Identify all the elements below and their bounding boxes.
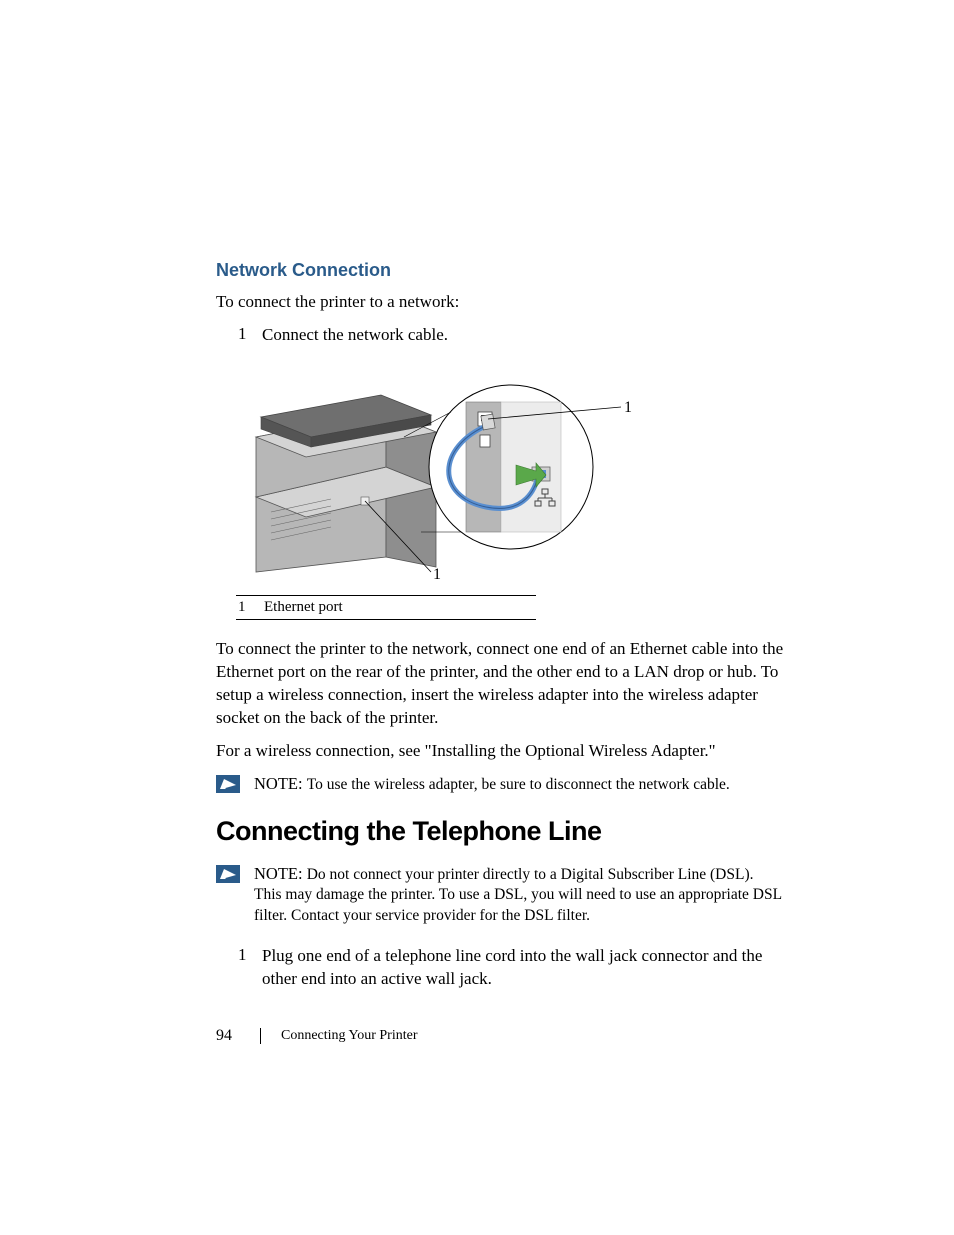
footer-separator bbox=[260, 1028, 261, 1044]
callout-near-label: 1 bbox=[433, 566, 441, 583]
telephone-step-1: 1 Plug one end of a telephone line cord … bbox=[216, 945, 784, 991]
printer-figure: 1 1 1 Ethernet port bbox=[236, 357, 784, 620]
printer-diagram-svg: 1 1 bbox=[236, 357, 636, 587]
network-paragraph-2: To connect the printer to the network, c… bbox=[216, 638, 784, 730]
network-connection-heading: Network Connection bbox=[216, 260, 784, 281]
step-text: Connect the network cable. bbox=[262, 324, 448, 347]
note-2: NOTE: Do not connect your printer direct… bbox=[216, 863, 784, 928]
note-icon bbox=[216, 865, 244, 888]
step-number: 1 bbox=[238, 945, 262, 991]
page-footer: 94 Connecting Your Printer bbox=[216, 1027, 418, 1045]
step-text: Plug one end of a telephone line cord in… bbox=[262, 945, 784, 991]
step-number: 1 bbox=[238, 324, 262, 347]
callout-far-label: 1 bbox=[624, 399, 632, 416]
network-paragraph-3: For a wireless connection, see "Installi… bbox=[216, 740, 784, 763]
footer-chapter: Connecting Your Printer bbox=[281, 1028, 418, 1044]
step-1: 1 Connect the network cable. bbox=[216, 324, 784, 347]
legend-text: Ethernet port bbox=[262, 595, 536, 619]
page-number: 94 bbox=[216, 1027, 232, 1045]
printer-body bbox=[256, 395, 436, 572]
manual-page: Network Connection To connect the printe… bbox=[0, 0, 954, 1235]
network-intro-text: To connect the printer to a network: bbox=[216, 291, 784, 314]
note-body: Do not connect your printer directly to … bbox=[254, 866, 782, 925]
legend-number: 1 bbox=[236, 595, 262, 619]
note-1: NOTE: To use the wireless adapter, be su… bbox=[216, 773, 784, 798]
note-body: To use the wireless adapter, be sure to … bbox=[307, 776, 730, 793]
note-1-text: NOTE: To use the wireless adapter, be su… bbox=[254, 773, 730, 796]
note-icon bbox=[216, 775, 244, 798]
figure-legend: 1 Ethernet port bbox=[236, 595, 536, 620]
note-2-text: NOTE: Do not connect your printer direct… bbox=[254, 863, 784, 928]
note-prefix: NOTE: bbox=[254, 774, 307, 793]
detail-circle bbox=[429, 385, 621, 549]
note-prefix: NOTE: bbox=[254, 864, 307, 883]
telephone-heading: Connecting the Telephone Line bbox=[216, 816, 784, 847]
